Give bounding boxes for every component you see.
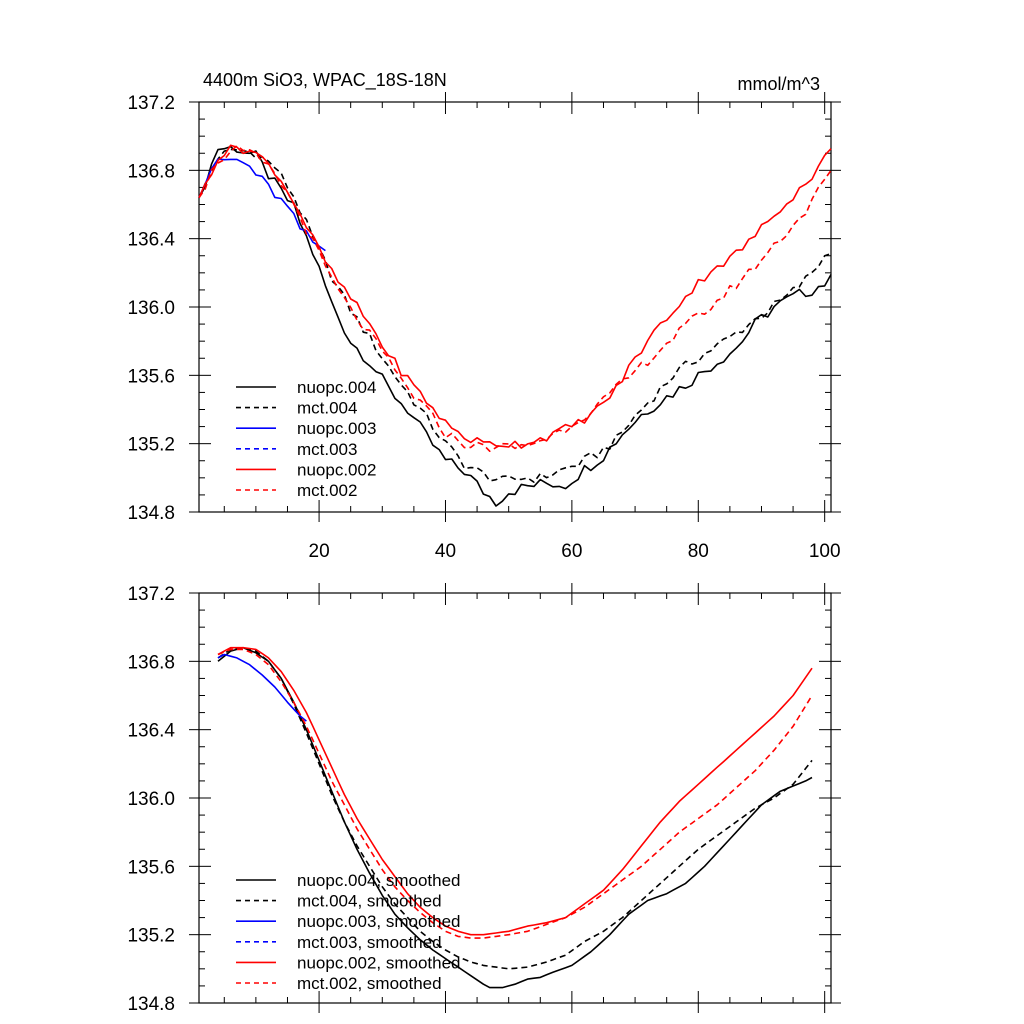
legend-label: nuopc.002	[297, 460, 376, 479]
y-tick-label: 136.8	[127, 161, 175, 182]
x-tick-label: 40	[435, 541, 456, 562]
y-tick-label: 134.8	[127, 503, 175, 524]
series-line-1	[198, 148, 832, 484]
x-tick-label: 60	[561, 541, 582, 562]
y-tick-label: 135.6	[127, 857, 175, 878]
x-tick-label: 100	[809, 541, 841, 562]
x-tick-label: 20	[309, 541, 330, 562]
series-line-0	[217, 646, 813, 989]
top-panel: 4400m SiO3, WPAC_18S-18N mmol/m^3 20 40 60…	[127, 70, 841, 562]
legend-label: mct.004, smoothed	[297, 892, 442, 911]
plot-frame	[198, 101, 832, 513]
series-line-2	[217, 653, 307, 722]
legend-label: nuopc.004, smoothed	[297, 871, 461, 890]
legend-label: nuopc.003, smoothed	[297, 912, 461, 931]
y-tick-label: 137.2	[127, 584, 175, 605]
legend-label: mct.002	[297, 481, 357, 500]
y-tick-label: 137.2	[127, 93, 175, 114]
legend-label: mct.004	[297, 399, 357, 418]
series-line-4	[217, 646, 813, 936]
y-tick-label: 135.2	[127, 435, 175, 456]
y-tick-label: 136.0	[127, 789, 175, 810]
series-line-1	[217, 646, 813, 970]
legend-label: nuopc.004	[297, 378, 376, 397]
legend-label: mct.003	[297, 440, 357, 459]
legend-label: nuopc.002, smoothed	[297, 953, 461, 972]
legend-label: mct.002, smoothed	[297, 974, 442, 993]
y-tick-label: 136.4	[127, 230, 175, 251]
legend-label: nuopc.003	[297, 419, 376, 438]
y-tick-label: 135.6	[127, 366, 175, 387]
bottom-panel: 134.8 135.2 135.6 136.0 136.4 136.8 137.2 nuop…	[127, 583, 841, 1015]
plot-frame	[198, 592, 832, 1004]
y-tick-label: 136.8	[127, 652, 175, 673]
series-line-5	[217, 648, 813, 939]
series-line-0	[198, 145, 832, 507]
x-tick-label: 80	[688, 541, 709, 562]
chart-title: 4400m SiO3, WPAC_18S-18N	[203, 70, 447, 91]
y-tick-label: 134.8	[127, 994, 175, 1015]
series-line-4	[198, 144, 832, 449]
series-line-5	[198, 144, 832, 453]
y-tick-label: 136.4	[127, 721, 175, 742]
units-label: mmol/m^3	[738, 74, 820, 94]
legend-label: mct.003, smoothed	[297, 933, 442, 952]
y-tick-label: 136.0	[127, 298, 175, 319]
y-tick-label: 135.2	[127, 926, 175, 947]
